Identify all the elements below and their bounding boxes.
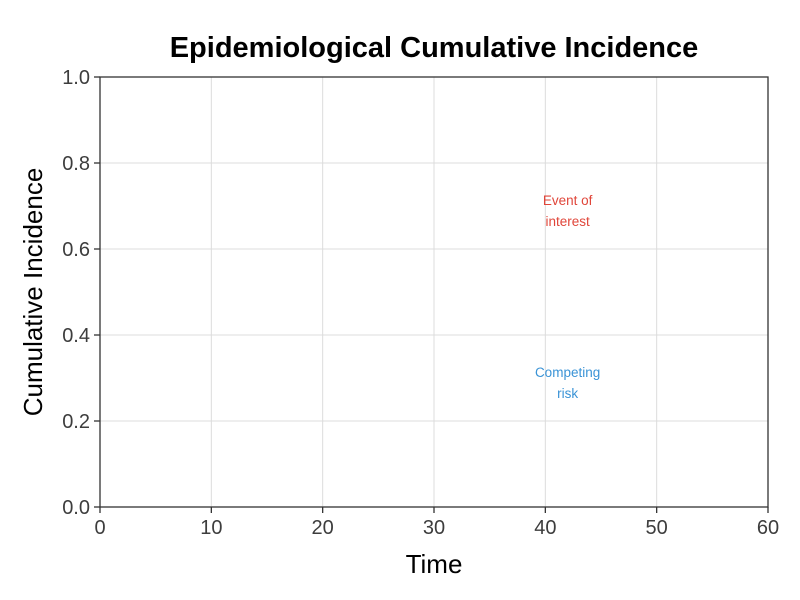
axes: 0 10 20 30 40 50 60 0.0 0.2 0.4 0.6 0.8 1.0	[62, 67, 779, 539]
x-tick-label: 30	[423, 517, 445, 539]
y-tick-label: 0.6	[62, 239, 90, 261]
y-tick-label: 1.0	[62, 67, 90, 89]
annotation-label: interest	[545, 214, 590, 229]
x-tick-label: 60	[757, 517, 779, 539]
x-tick-label: 40	[534, 517, 556, 539]
y-tick-label: 0.0	[62, 497, 90, 519]
x-tick-label: 20	[312, 517, 334, 539]
y-tick-label: 0.8	[62, 153, 90, 175]
x-tick-label: 0	[94, 517, 105, 539]
y-axis-title: Cumulative Incidence	[18, 168, 48, 417]
annotation-label: Event of	[543, 193, 593, 208]
x-axis-title: Time	[406, 549, 463, 579]
annotation-label: risk	[557, 386, 578, 401]
grid-lines	[99, 76, 769, 508]
chart-title: Epidemiological Cumulative Incidence	[170, 32, 699, 64]
y-tick-label: 0.2	[62, 411, 90, 433]
y-tick-label: 0.4	[62, 325, 90, 347]
x-tick-label: 50	[646, 517, 668, 539]
x-tick-label: 10	[200, 517, 222, 539]
annotation-label: Competing	[535, 365, 600, 380]
annotations: Event of interest Competing risk	[535, 193, 600, 401]
